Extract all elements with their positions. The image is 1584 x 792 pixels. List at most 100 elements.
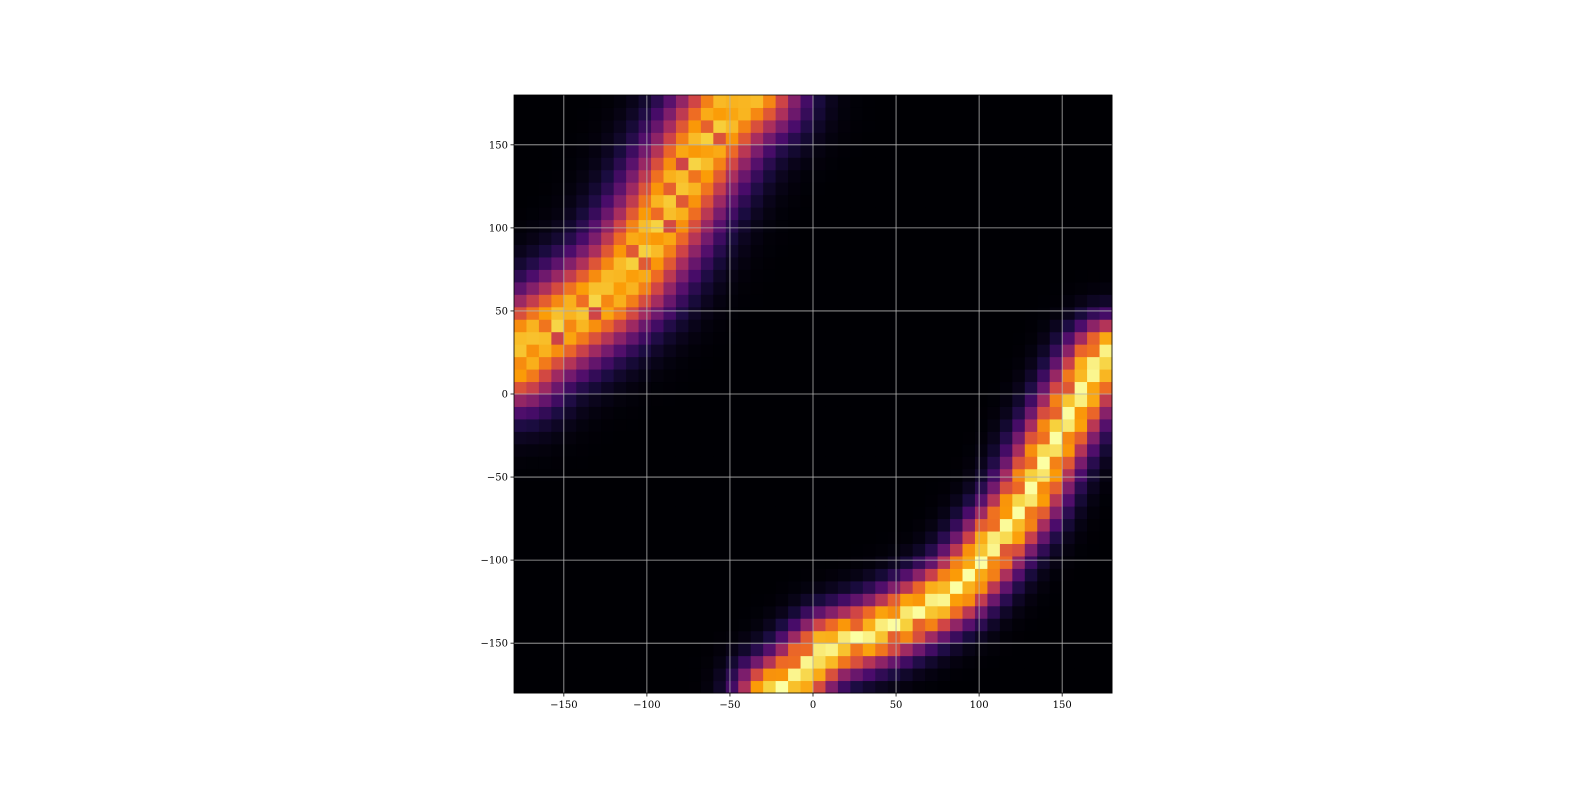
heatmap-cell bbox=[974, 95, 988, 108]
heatmap-cell bbox=[937, 394, 951, 407]
heatmap-cell bbox=[999, 518, 1013, 532]
heatmap-cell bbox=[875, 593, 889, 607]
heatmap-cell bbox=[974, 406, 988, 420]
heatmap-cell bbox=[837, 207, 851, 221]
heatmap-cell bbox=[638, 643, 652, 657]
heatmap-cell bbox=[626, 95, 640, 108]
heatmap-cell bbox=[738, 194, 752, 208]
heatmap-cell bbox=[912, 281, 926, 295]
heatmap-cell bbox=[738, 107, 752, 121]
heatmap-cell bbox=[862, 256, 876, 270]
heatmap-cell bbox=[925, 643, 939, 657]
heatmap-cell bbox=[1024, 132, 1038, 146]
heatmap-cell bbox=[688, 643, 702, 657]
heatmap-cell bbox=[825, 531, 839, 544]
heatmap-cell bbox=[725, 306, 739, 320]
heatmap-cell bbox=[925, 468, 939, 482]
heatmap-cell bbox=[713, 580, 727, 594]
heatmap-cell bbox=[1012, 518, 1026, 532]
heatmap-cell bbox=[788, 518, 802, 532]
heatmap-cell bbox=[875, 531, 889, 544]
heatmap-cell bbox=[651, 518, 664, 532]
heatmap-cell bbox=[538, 194, 552, 208]
heatmap-cell bbox=[912, 481, 926, 495]
heatmap-cell bbox=[713, 144, 727, 158]
heatmap-cell bbox=[775, 132, 789, 146]
heatmap-cell bbox=[999, 643, 1013, 657]
heatmap-cell bbox=[887, 232, 901, 245]
heatmap-cell bbox=[638, 232, 652, 245]
heatmap-cell bbox=[601, 319, 615, 333]
heatmap-cell bbox=[1024, 630, 1038, 644]
heatmap-cell bbox=[638, 431, 652, 445]
heatmap-cell bbox=[813, 182, 826, 196]
heatmap-cell bbox=[788, 144, 802, 158]
heatmap-cell bbox=[1099, 194, 1113, 208]
heatmap-cell bbox=[738, 456, 752, 470]
heatmap-cell bbox=[825, 630, 839, 644]
heatmap-cell bbox=[763, 431, 777, 445]
heatmap-cell bbox=[763, 269, 777, 283]
heatmap-cell bbox=[962, 456, 976, 470]
heatmap-cell bbox=[974, 618, 988, 632]
heatmap-cell bbox=[813, 605, 826, 619]
heatmap-cell bbox=[700, 294, 714, 308]
heatmap-cell bbox=[613, 107, 627, 121]
heatmap-cell bbox=[887, 543, 901, 557]
heatmap-cell bbox=[601, 344, 615, 358]
heatmap-cell bbox=[700, 394, 714, 407]
heatmap-cell bbox=[763, 144, 777, 158]
heatmap-cell bbox=[601, 531, 615, 544]
heatmap-cell bbox=[1037, 169, 1051, 183]
heatmap-cell bbox=[962, 219, 976, 233]
heatmap-cell bbox=[576, 406, 590, 420]
heatmap-cell bbox=[1049, 506, 1063, 520]
heatmap-cell bbox=[1012, 618, 1026, 632]
heatmap-cell bbox=[800, 431, 814, 445]
heatmap-cell bbox=[862, 356, 876, 370]
heatmap-cell bbox=[551, 605, 565, 619]
heatmap-cell bbox=[837, 319, 851, 333]
heatmap-cell bbox=[800, 394, 814, 407]
heatmap-cell bbox=[563, 182, 577, 196]
heatmap-cell bbox=[1049, 680, 1063, 694]
heatmap-cell bbox=[663, 182, 677, 196]
heatmap-cell bbox=[651, 207, 664, 221]
heatmap-cell bbox=[950, 169, 963, 183]
heatmap-cell bbox=[1087, 568, 1101, 582]
y-tick-label: 150 bbox=[489, 140, 508, 151]
heatmap-cell bbox=[850, 518, 864, 532]
heatmap-cell bbox=[526, 394, 540, 407]
heatmap-cell bbox=[1074, 232, 1088, 245]
heatmap-cell bbox=[974, 207, 988, 221]
heatmap-cell bbox=[912, 468, 926, 482]
heatmap-cell bbox=[651, 555, 664, 569]
heatmap-cell bbox=[1037, 418, 1051, 432]
heatmap-cell bbox=[538, 431, 552, 445]
heatmap-cell bbox=[999, 119, 1013, 133]
heatmap-cell bbox=[900, 443, 914, 457]
heatmap-cell bbox=[713, 593, 727, 607]
heatmap-cell bbox=[1012, 232, 1026, 245]
heatmap-cell bbox=[862, 431, 876, 445]
heatmap-cell bbox=[675, 132, 689, 146]
heatmap-cell bbox=[563, 543, 577, 557]
heatmap-cell bbox=[688, 244, 702, 258]
heatmap-cell bbox=[613, 219, 627, 233]
heatmap-cell bbox=[1087, 194, 1101, 208]
heatmap-cell bbox=[875, 443, 889, 457]
heatmap-cell bbox=[738, 568, 752, 582]
heatmap-cell bbox=[1049, 294, 1063, 308]
heatmap-cell bbox=[675, 630, 689, 644]
heatmap-cell bbox=[950, 381, 963, 395]
heatmap-cell bbox=[850, 157, 864, 171]
heatmap-cell bbox=[763, 568, 777, 582]
heatmap-cell bbox=[950, 468, 963, 482]
heatmap-cell bbox=[1037, 630, 1051, 644]
heatmap-cell bbox=[688, 144, 702, 158]
heatmap-cell bbox=[1062, 443, 1076, 457]
heatmap-cell bbox=[813, 643, 826, 657]
heatmap-cell bbox=[638, 630, 652, 644]
heatmap-cell bbox=[675, 194, 689, 208]
heatmap-cell bbox=[788, 443, 802, 457]
